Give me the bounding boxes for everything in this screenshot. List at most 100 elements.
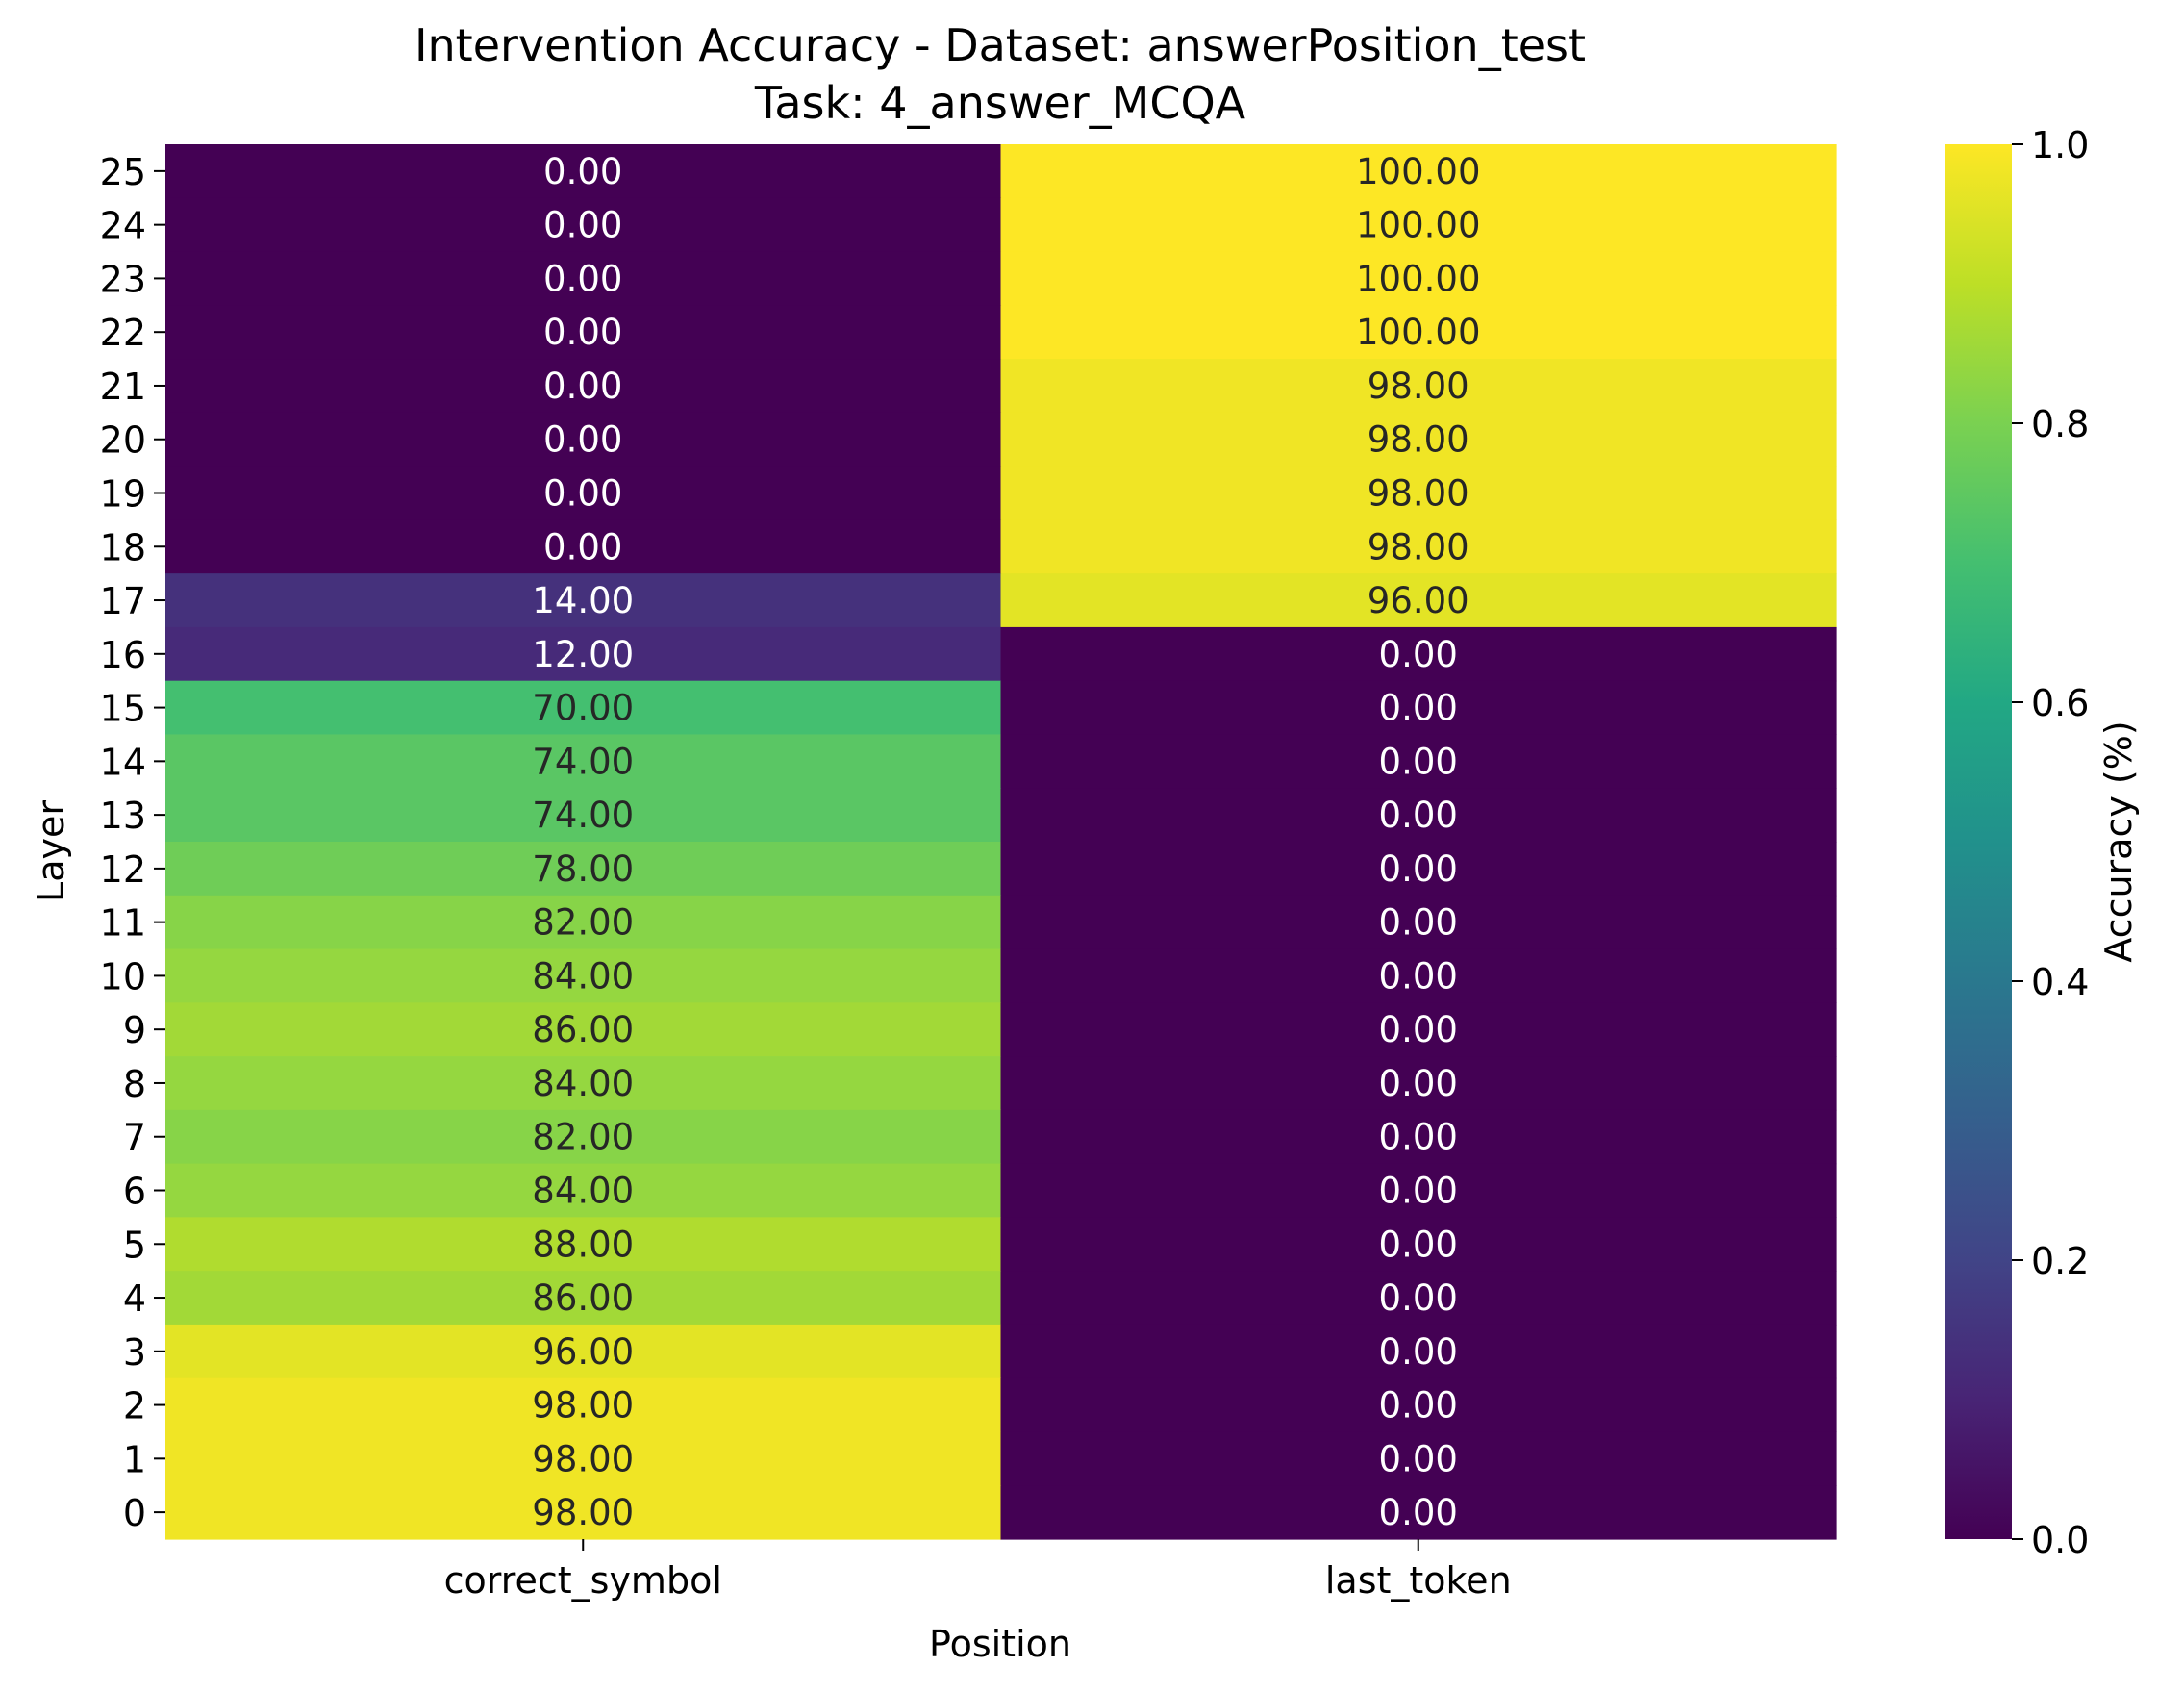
x-axis: correct_symbol last_token [444, 1539, 1512, 1602]
chart-subtitle: Task: 4_answer_MCQA [754, 77, 1246, 129]
y-tick-label: 9 [123, 1009, 146, 1051]
cell-value-label: 100.00 [1356, 312, 1480, 353]
y-tick-label: 14 [100, 741, 146, 783]
chart-title: Intervention Accuracy - Dataset: answerP… [414, 19, 1586, 71]
cell-value-label: 14.00 [532, 580, 634, 621]
cell-value-label: 0.00 [1379, 741, 1458, 782]
cell-value-label: 12.00 [532, 634, 634, 675]
y-tick-label: 6 [123, 1171, 146, 1213]
heatmap-cell [165, 251, 1002, 306]
heatmap-cell [1000, 305, 1837, 360]
heatmap-cell [1000, 895, 1837, 950]
heatmap-cell [1000, 412, 1837, 467]
cell-value-label: 0.00 [543, 366, 622, 407]
heatmap-cell [1000, 144, 1837, 199]
x-tick-label: last_token [1325, 1559, 1512, 1602]
heatmap-cell [1000, 1377, 1837, 1433]
y-tick-label: 19 [100, 473, 146, 516]
heatmap-cell [1000, 519, 1837, 574]
cell-value-label: 98.00 [532, 1385, 634, 1427]
cell-value-label: 0.00 [543, 473, 622, 515]
cell-value-label: 0.00 [1379, 1492, 1458, 1533]
heatmap-cell [165, 842, 1002, 897]
cell-value-label: 86.00 [532, 1009, 634, 1050]
cell-value-label: 100.00 [1356, 151, 1480, 192]
heatmap-cell [165, 144, 1002, 199]
y-tick-label: 3 [123, 1331, 146, 1374]
cell-value-label: 0.00 [1379, 1224, 1458, 1265]
y-tick-label: 15 [100, 688, 146, 730]
y-tick-label: 22 [100, 312, 146, 354]
heatmap-cell [1000, 573, 1837, 628]
heatmap-cell [165, 1324, 1002, 1379]
heatmap-cell [165, 1485, 1002, 1540]
cell-value-label: 98.00 [1368, 419, 1469, 461]
cell-value-label: 0.00 [1379, 1171, 1458, 1212]
heatmap-cell [165, 1163, 1002, 1218]
y-axis-label: Layer [30, 800, 72, 902]
cell-value-label: 74.00 [532, 741, 634, 782]
cell-value-label: 98.00 [1368, 473, 1469, 515]
cell-value-label: 96.00 [532, 1331, 634, 1373]
y-tick-label: 10 [100, 955, 146, 998]
cell-value-label: 84.00 [532, 1171, 634, 1212]
cell-value-label: 84.00 [532, 955, 634, 997]
y-tick-label: 24 [100, 205, 146, 247]
cell-value-label: 0.00 [543, 258, 622, 299]
cell-value-label: 0.00 [543, 419, 622, 461]
heatmap-cell [1000, 1485, 1837, 1540]
cell-value-label: 0.00 [1379, 1438, 1458, 1479]
heatmap-cell [165, 197, 1002, 253]
cell-value-label: 0.00 [1379, 1117, 1458, 1158]
heatmap-cell [165, 412, 1002, 467]
cell-value-label: 100.00 [1356, 258, 1480, 299]
heatmap-cell [165, 1056, 1002, 1111]
heatmap-cell [165, 466, 1002, 520]
y-tick-label: 11 [100, 902, 146, 945]
cell-value-label: 0.00 [543, 526, 622, 568]
heatmap-cell [1000, 842, 1837, 897]
y-tick-label: 25 [100, 151, 146, 193]
heatmap-cell [165, 573, 1002, 628]
colorbar-tick-label: 1.0 [2031, 124, 2089, 166]
heatmap-cell [1000, 1002, 1837, 1057]
heatmap-cell [1000, 1431, 1837, 1486]
y-tick-label: 13 [100, 795, 146, 837]
heatmap-cell [165, 626, 1002, 682]
cell-value-label: 0.00 [1379, 902, 1458, 944]
cell-value-label: 98.00 [1368, 526, 1469, 568]
heatmap-cell [1000, 948, 1837, 1003]
y-tick-label: 8 [123, 1063, 146, 1105]
heatmap-cell [165, 305, 1002, 360]
cell-value-label: 0.00 [543, 205, 622, 246]
heatmap-cell [1000, 788, 1837, 843]
heatmap-cell [1000, 1271, 1837, 1326]
colorbar-label: Accuracy (%) [2097, 720, 2140, 962]
cell-value-label: 0.00 [1379, 1331, 1458, 1373]
cell-value-label: 98.00 [532, 1438, 634, 1479]
colorbar-tick-label: 0.6 [2031, 682, 2089, 724]
cell-value-label: 70.00 [532, 688, 634, 729]
y-tick-label: 0 [123, 1492, 146, 1534]
cell-value-label: 0.00 [1379, 1385, 1458, 1427]
y-tick-label: 2 [123, 1385, 146, 1428]
heatmap-cell [1000, 251, 1837, 306]
heatmap-cell [1000, 734, 1837, 789]
heatmap-cell [165, 948, 1002, 1003]
cell-value-label: 0.00 [1379, 1277, 1458, 1319]
heatmap-cell [165, 680, 1002, 736]
heatmap-cell [165, 734, 1002, 789]
heatmap-cell [165, 1271, 1002, 1326]
cell-value-label: 0.00 [1379, 688, 1458, 729]
cell-value-label: 74.00 [532, 795, 634, 836]
x-tick-label: correct_symbol [444, 1559, 722, 1602]
heatmap-cell [1000, 359, 1837, 414]
heatmap-cell [165, 359, 1002, 414]
cell-value-label: 0.00 [1379, 1063, 1458, 1104]
cell-value-label: 0.00 [1379, 795, 1458, 836]
cell-value-label: 78.00 [532, 848, 634, 890]
cell-value-label: 86.00 [532, 1277, 634, 1319]
cell-value-label: 96.00 [1368, 580, 1469, 621]
cell-value-label: 0.00 [1379, 955, 1458, 997]
